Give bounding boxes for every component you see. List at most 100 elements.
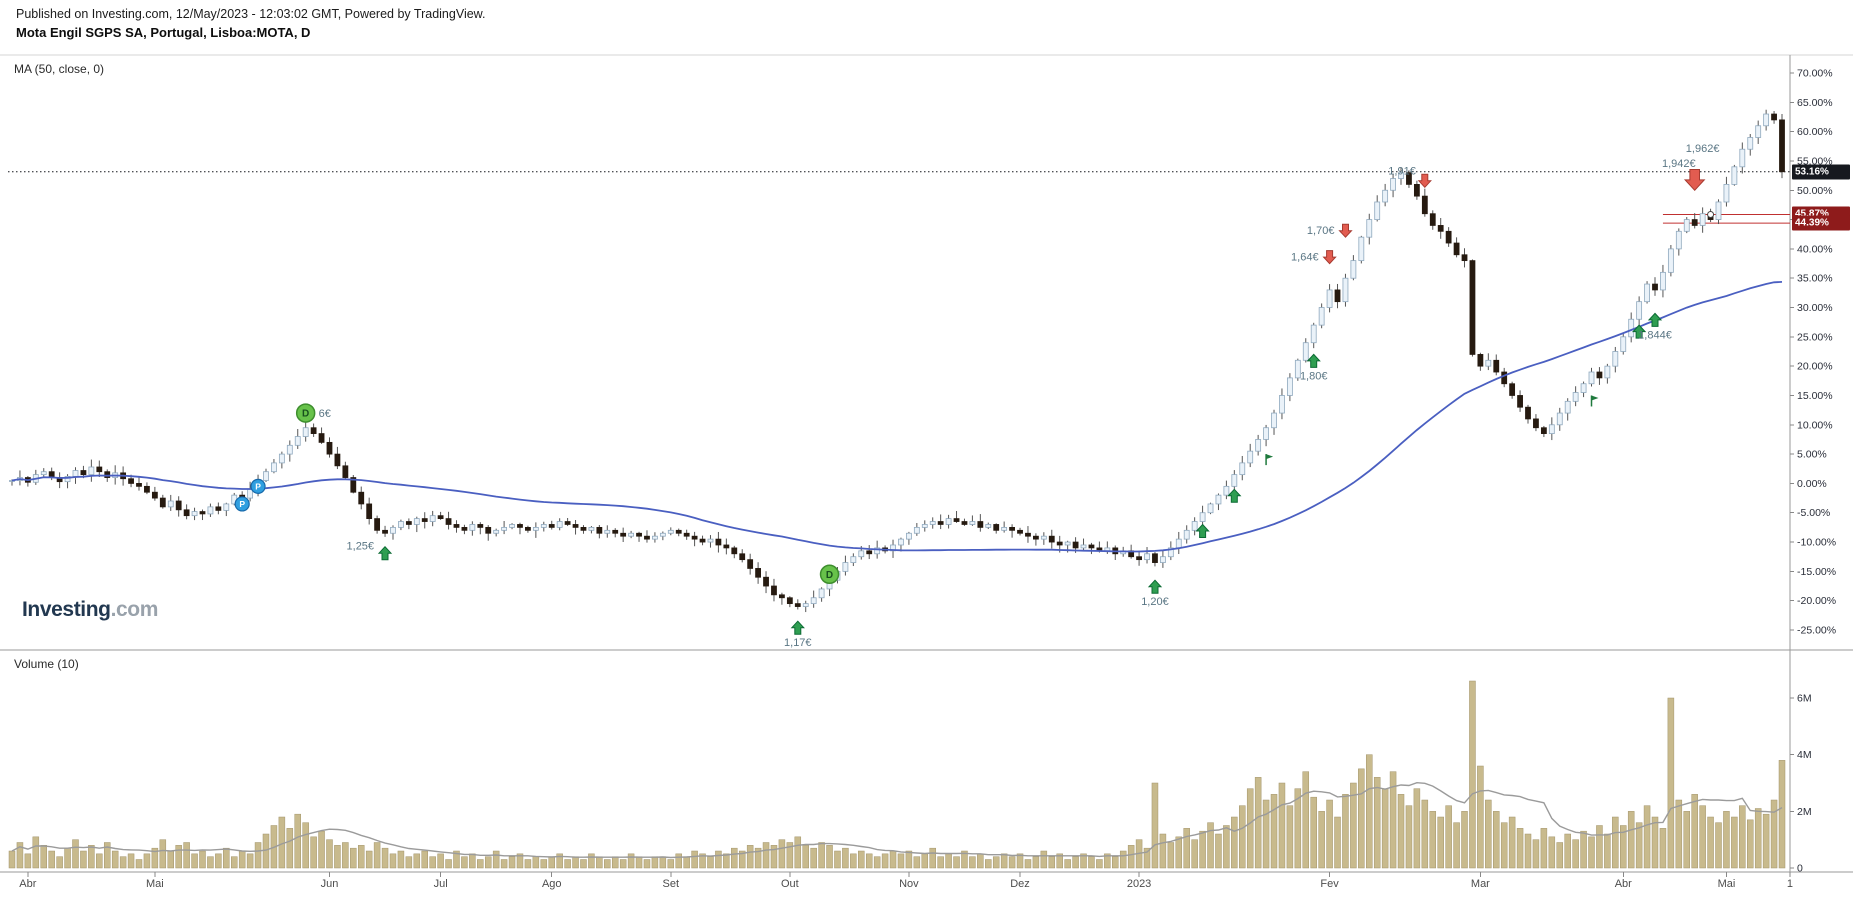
volume-bar xyxy=(365,850,373,869)
volume-bar xyxy=(1127,845,1135,869)
volume-bar xyxy=(905,850,913,869)
candle xyxy=(294,436,301,446)
candle xyxy=(1501,371,1508,385)
volume-bar xyxy=(8,850,16,869)
volume-bar xyxy=(651,856,659,869)
volume-bar xyxy=(516,853,524,869)
published-line: Published on Investing.com, 12/May/2023 … xyxy=(16,7,486,21)
volume-bar xyxy=(762,842,770,869)
sell-arrow-icon xyxy=(1417,173,1432,189)
volume-layer xyxy=(8,680,1786,869)
candle xyxy=(1318,307,1325,326)
volume-bar xyxy=(897,853,905,869)
volume-bar xyxy=(1548,836,1556,869)
volume-bar xyxy=(111,850,119,869)
volume-bar xyxy=(1667,697,1675,869)
buy-arrow-icon xyxy=(1227,488,1242,503)
volume-bar xyxy=(477,859,484,869)
candle xyxy=(429,515,436,522)
volume-bar xyxy=(881,853,889,869)
candle xyxy=(771,585,777,596)
time-axis-label: Fev xyxy=(1320,878,1339,890)
y-axis-label: 60.00% xyxy=(1797,126,1833,138)
volume-bar xyxy=(596,856,603,869)
candle xyxy=(72,470,79,477)
volume-bar xyxy=(1715,822,1722,869)
candle xyxy=(1088,544,1095,549)
candle xyxy=(1660,271,1666,291)
volume-bar xyxy=(1183,828,1190,869)
volume-bar xyxy=(413,853,421,869)
volume-bar xyxy=(1254,777,1262,869)
candle xyxy=(1763,113,1770,127)
candle xyxy=(374,518,381,531)
candle xyxy=(318,433,325,443)
y-axis-label: 40.00% xyxy=(1797,243,1833,255)
candle xyxy=(731,547,738,555)
candle xyxy=(620,532,627,537)
volume-bar xyxy=(1000,853,1008,869)
buy-arrow-icon xyxy=(377,545,393,561)
markers-layer: PP D 6€ 1,25€ 1,17€ D 1,20€ 1,80€ 1,64€ 1,70€ 1,91… xyxy=(234,143,1720,649)
volume-bar xyxy=(778,839,786,869)
volume-bar xyxy=(794,836,802,869)
volume-bar xyxy=(24,853,32,869)
volume-bar xyxy=(207,856,214,869)
volume-bar xyxy=(1739,805,1746,869)
volume-bar xyxy=(159,839,167,869)
volume-bar xyxy=(1770,799,1778,869)
volume-bar xyxy=(1556,842,1564,869)
volume-indicator-label: Volume (10) xyxy=(14,657,79,671)
candle xyxy=(1072,541,1079,549)
candle xyxy=(1358,236,1365,262)
candle xyxy=(1445,230,1452,244)
candle xyxy=(271,462,277,473)
candle xyxy=(501,526,508,531)
annotation-price-label: 1,70€ xyxy=(1307,225,1335,237)
volume-bar xyxy=(1620,825,1627,869)
candle xyxy=(413,518,420,525)
volume-bar xyxy=(1310,796,1317,869)
candle xyxy=(1485,359,1492,367)
volume-bar xyxy=(572,856,579,869)
candle xyxy=(1310,324,1317,344)
buy-arrow-icon xyxy=(1647,312,1663,327)
volume-bar xyxy=(1747,819,1754,869)
annotation-price-label: 1,962€ xyxy=(1686,143,1720,155)
candle xyxy=(1175,538,1182,549)
time-axis-label: Mai xyxy=(1718,878,1736,890)
candle xyxy=(421,518,428,522)
volume-bar xyxy=(985,859,992,869)
candle xyxy=(445,518,452,525)
candle xyxy=(818,588,825,599)
volume-bar xyxy=(524,859,532,869)
candle xyxy=(691,535,698,540)
volume-bar xyxy=(96,853,103,869)
candle xyxy=(1652,283,1658,291)
candle xyxy=(1564,400,1571,414)
candle xyxy=(1556,412,1563,426)
candle xyxy=(96,466,103,473)
candle xyxy=(183,509,190,517)
volume-bar xyxy=(564,859,571,869)
volume-bar xyxy=(1143,847,1151,869)
candle xyxy=(80,470,87,476)
candle xyxy=(1326,289,1333,308)
candle xyxy=(604,529,611,534)
volume-bar xyxy=(826,845,833,869)
ma-indicator-label: MA (50, close, 0) xyxy=(14,62,105,76)
volume-bar xyxy=(80,850,87,869)
candle xyxy=(1572,392,1579,402)
candle xyxy=(675,529,682,534)
volume-bar xyxy=(119,856,127,869)
volume-bar xyxy=(1104,853,1111,869)
volume-bar xyxy=(1381,788,1389,869)
annotation-price-label: 1,91€ xyxy=(1388,165,1416,177)
time-axis-label: Jun xyxy=(321,878,339,890)
volume-bar xyxy=(215,853,222,869)
volume-bar xyxy=(64,847,71,869)
volume-bar xyxy=(1294,788,1302,869)
candle xyxy=(707,538,714,543)
volume-bar xyxy=(429,856,436,869)
volume-bar xyxy=(1699,805,1706,869)
